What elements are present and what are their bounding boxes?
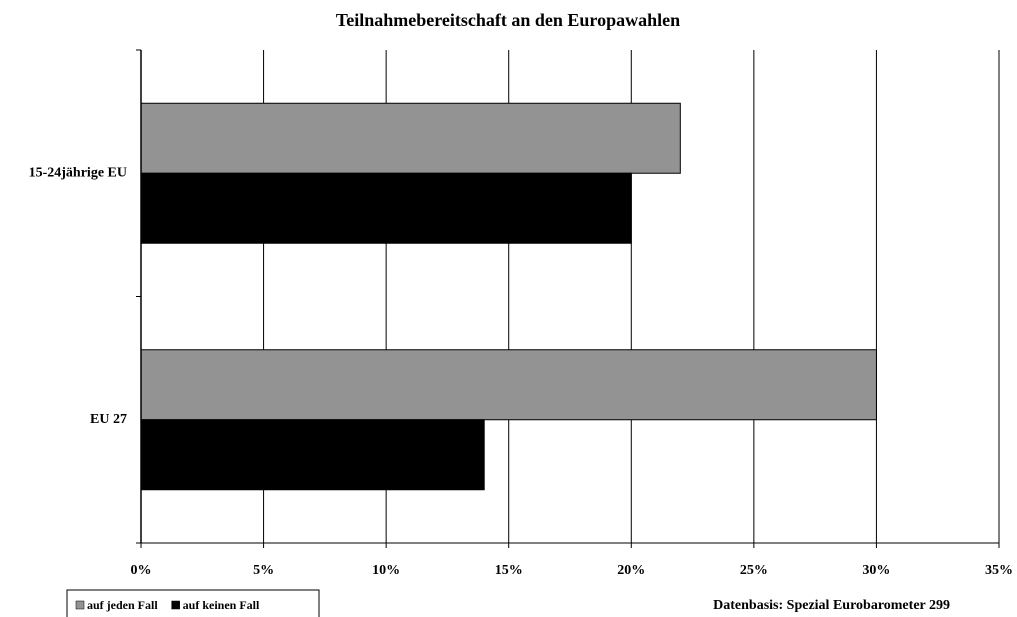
bar <box>140 419 485 491</box>
legend-swatch <box>171 600 180 610</box>
bar <box>140 102 681 174</box>
x-tick-label: 30% <box>862 563 890 578</box>
y-tick-label: 15-24jährige EU <box>29 165 127 180</box>
legend-box <box>66 589 320 617</box>
x-tick-label: 25% <box>740 563 768 578</box>
source-note: Datenbasis: Spezial Eurobarometer 299 <box>713 598 950 613</box>
legend-label: auf keinen Fall <box>183 598 260 612</box>
y-tick-label: EU 27 <box>90 412 127 427</box>
bar <box>140 349 877 421</box>
x-tick-label: 15% <box>495 563 523 578</box>
x-tick-label: 0% <box>131 563 152 578</box>
x-tick-label: 20% <box>617 563 645 578</box>
x-tick-label: 5% <box>253 563 274 578</box>
chart-title: Teilnahmebereitschaft an den Europawahle… <box>336 10 680 30</box>
x-tick-label: 35% <box>985 563 1013 578</box>
legend-swatch <box>75 600 85 610</box>
legend-label: auf jeden Fall <box>87 598 158 612</box>
bar <box>140 172 632 244</box>
x-tick-label: 10% <box>372 563 400 578</box>
